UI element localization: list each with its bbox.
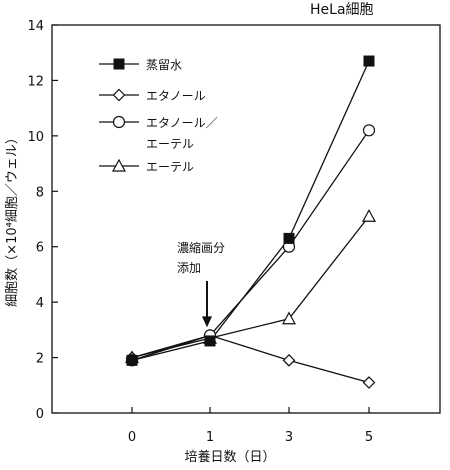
data-point [283,232,295,244]
x-tick-label: 0 [128,430,136,445]
legend-marker [112,115,126,129]
y-tick-label: 6 [36,241,44,256]
y-tick-label: 8 [36,185,44,200]
legend-label: エーテル [146,137,194,151]
series-group [131,334,370,384]
y-axis-title: 細胞数（×10⁴細胞／ウェル） [5,131,20,307]
series-line [131,334,370,384]
x-axis-title: 培養日数（日） [184,449,275,465]
data-point [362,376,376,389]
legend-label: 蒸留水 [146,58,182,72]
annotation-text: 濃縮画分 [177,240,225,255]
y-tick-label: 4 [36,296,44,311]
legend-marker [113,58,125,70]
data-point [204,335,216,347]
series-layer [124,55,377,389]
data-point [282,353,296,367]
annotation-text: 添加 [177,261,201,275]
annotation-arrow-head [202,316,212,328]
x-tick-label: 1 [206,430,214,445]
plot-frame [51,24,441,414]
series-line [131,129,370,361]
legend-label: エタノール [146,89,206,103]
chart-title: HeLa細胞 [310,2,374,18]
series-line [131,60,370,361]
x-tick-label: 5 [365,430,373,445]
y-tick-label: 10 [27,130,44,145]
axis-ticks: 0 2 4 6 8 10 12 14 0 1 3 5 [27,19,373,445]
series-line [131,215,370,359]
series-group [131,215,370,359]
series-group [131,60,370,361]
series-group [131,129,370,361]
legend-marker [111,158,127,172]
data-point [361,208,377,222]
y-tick-label: 2 [36,352,44,367]
y-tick-label: 0 [36,407,44,422]
data-point [126,354,138,366]
y-tick-label: 12 [27,74,44,89]
legend-marker [112,88,126,102]
legend-label: エーテル [146,160,194,174]
data-point [281,311,297,325]
data-point [363,55,375,67]
legend-label: エタノール／ [146,116,218,130]
data-point [362,124,376,137]
y-tick-label: 14 [27,19,44,34]
x-tick-label: 3 [285,430,293,445]
